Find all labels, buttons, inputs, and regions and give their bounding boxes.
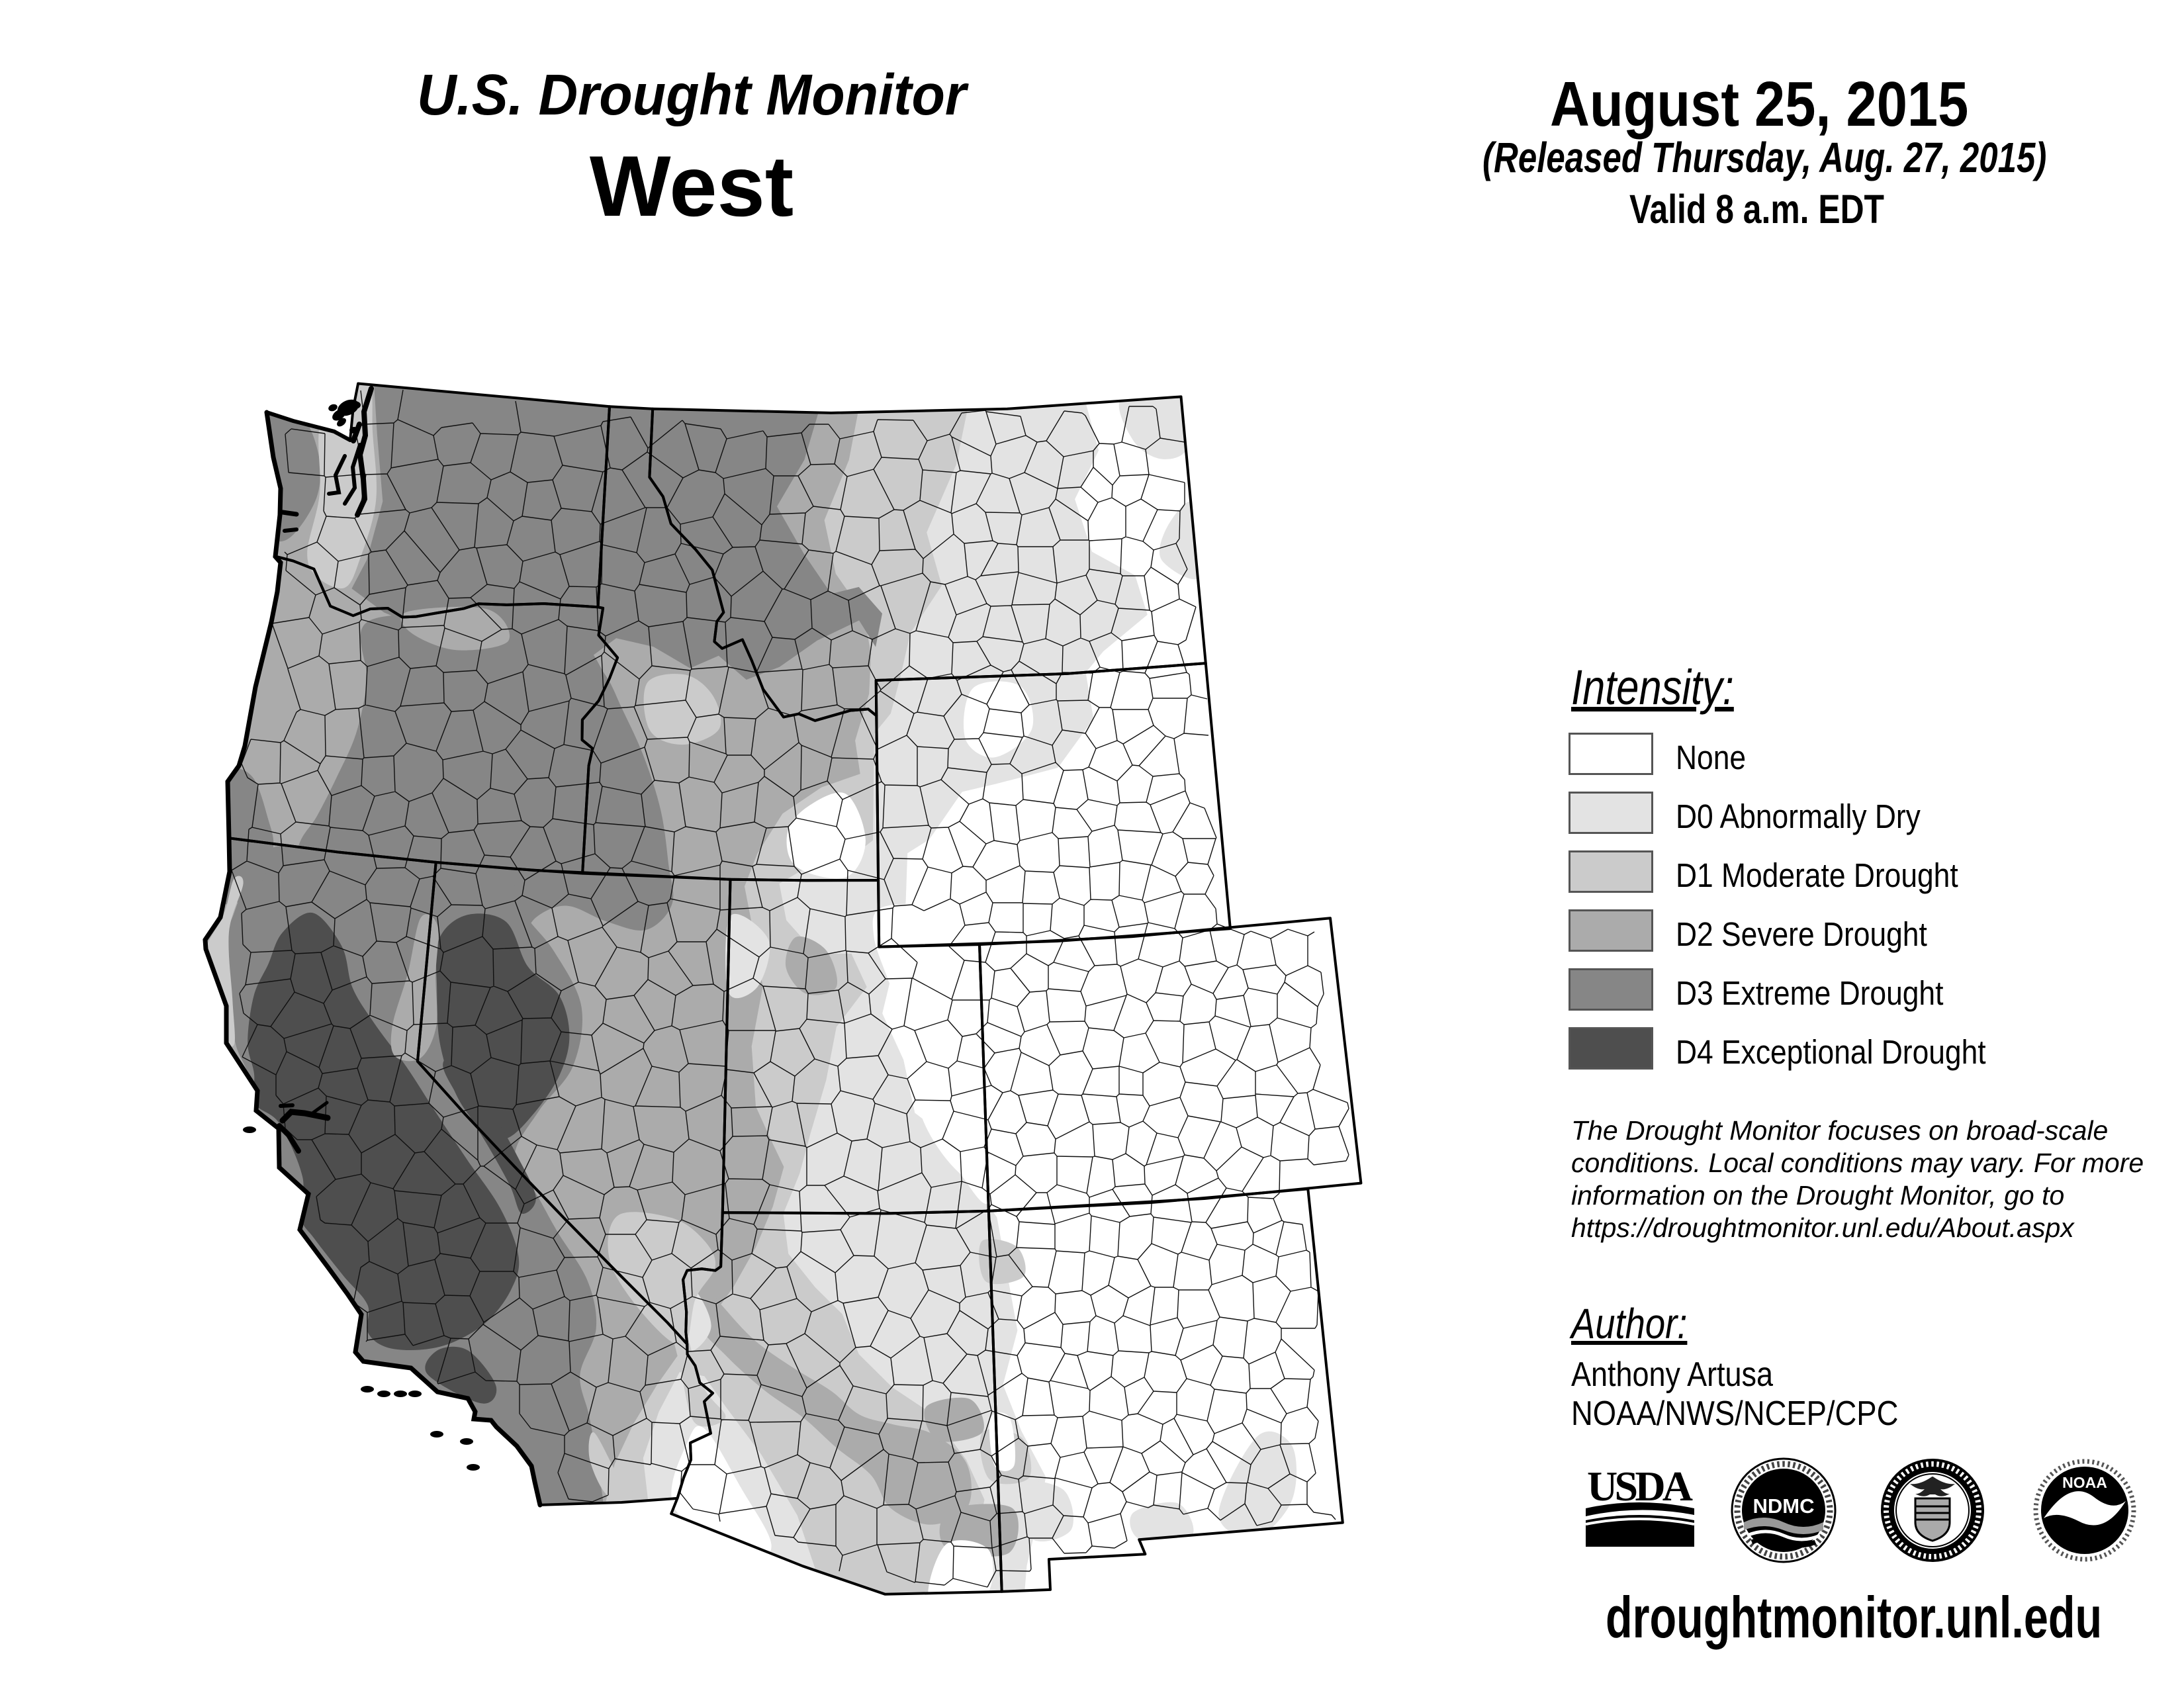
svg-text:NOAA: NOAA bbox=[2062, 1474, 2107, 1491]
svg-text:USDA: USDA bbox=[1587, 1463, 1693, 1510]
svg-text:NDMC: NDMC bbox=[1753, 1494, 1815, 1518]
